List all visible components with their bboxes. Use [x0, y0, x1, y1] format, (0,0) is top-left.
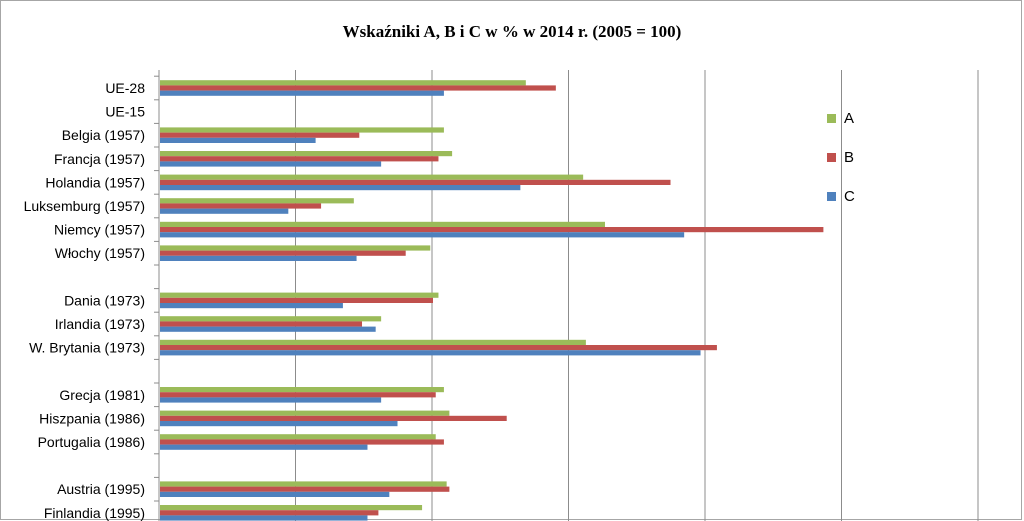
bar-b [160, 85, 556, 91]
bar-a [160, 434, 436, 440]
bar-c [160, 185, 521, 191]
category-label: Holandia (1957) [45, 174, 145, 190]
bar-c [160, 161, 382, 167]
legend-label: A [844, 110, 854, 127]
category-label: Belgia (1957) [62, 127, 145, 143]
category-label: Finlandia (1995) [44, 505, 145, 521]
legend-swatch [827, 114, 836, 123]
chart-title: Wskaźniki A, B i C w % w 2014 r. (2005 =… [343, 22, 682, 41]
legend-swatch [827, 192, 836, 201]
bar-b [160, 203, 322, 209]
bar-b [160, 439, 444, 445]
bar-c [160, 350, 701, 356]
bar-b [160, 415, 507, 421]
bar-c [160, 421, 398, 427]
bar-b [160, 392, 436, 398]
category-label: Austria (1995) [57, 481, 145, 497]
legend-label: C [844, 188, 855, 205]
bar-c [160, 137, 316, 143]
bar-c [160, 515, 368, 521]
category-labels: UE-28 UE-15 Belgia (1957) Francja (1957) Hol… [24, 80, 146, 521]
bar-b [160, 227, 824, 233]
bar-c [160, 208, 289, 214]
category-label: Włochy (1957) [55, 245, 145, 261]
bar-b [160, 297, 433, 303]
category-label: Portugalia (1986) [38, 434, 145, 450]
bar-a [160, 151, 453, 157]
grid-layer [154, 70, 979, 521]
bar-b [160, 510, 379, 516]
bar-c [160, 326, 376, 332]
bar-a [160, 221, 605, 227]
bar-a [160, 245, 431, 251]
bar-a [160, 339, 586, 345]
bar-b [160, 345, 717, 351]
bar-c [160, 303, 343, 309]
category-label: Niemcy (1957) [54, 222, 145, 238]
bar-b [160, 132, 360, 138]
legend-label: B [844, 149, 854, 166]
bar-c [160, 90, 444, 96]
bar-a [160, 174, 584, 180]
bar-c [160, 397, 382, 403]
bar-a [160, 127, 444, 133]
category-label: Francja (1957) [54, 151, 145, 167]
bar-a [160, 387, 444, 393]
bar-a [160, 316, 382, 322]
bar-a [160, 505, 423, 511]
category-label: Luksemburg (1957) [24, 198, 145, 214]
legend: A B C [827, 110, 855, 205]
bar-b [160, 486, 450, 492]
bar-c [160, 255, 357, 261]
category-label: UE-15 [105, 104, 145, 120]
bar-b [160, 321, 363, 327]
category-label: Dania (1973) [64, 292, 145, 308]
bar-b [160, 156, 439, 162]
bar-a [160, 80, 526, 86]
category-label: Irlandia (1973) [55, 316, 145, 332]
bar-a [160, 198, 354, 204]
bar-b [160, 250, 406, 256]
bar-c [160, 491, 390, 497]
bar-c [160, 232, 685, 238]
bar-a [160, 410, 450, 416]
category-label: Hiszpania (1986) [39, 410, 145, 426]
bar-b [160, 179, 671, 185]
legend-swatch [827, 153, 836, 162]
category-label: UE-28 [105, 80, 145, 96]
bar-layer [160, 80, 824, 521]
category-label: W. Brytania (1973) [29, 340, 145, 356]
bar-c [160, 444, 368, 450]
bar-a [160, 481, 447, 487]
bar-a [160, 292, 439, 298]
category-label: Grecja (1981) [59, 387, 145, 403]
